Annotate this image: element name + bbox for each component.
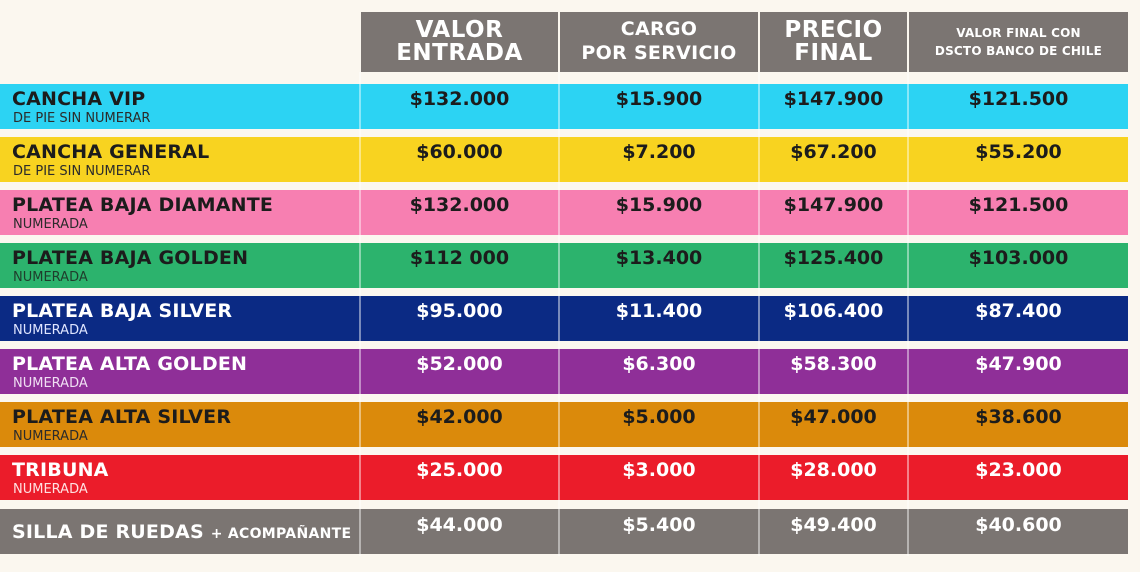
price-dscto: $87.400	[975, 300, 1062, 322]
seat-category-name: TRIBUNA	[12, 459, 109, 481]
seat-category-title: PLATEA ALTA SILVER	[12, 406, 232, 428]
price-dscto: $121.500	[968, 88, 1069, 110]
seat-category-title: PLATEA ALTA GOLDEN	[12, 353, 248, 375]
column-divider	[907, 72, 909, 556]
seat-category-name: PLATEA ALTA SILVER	[12, 406, 231, 428]
table-row: CANCHA GENERAL DE PIE SIN NUMERAR $60.000 $…	[0, 137, 1128, 182]
price-precio: $67.200	[790, 141, 877, 163]
seat-category-title: SILLA DE RUEDAS	[12, 521, 204, 543]
price-cargo: $15.900	[615, 194, 703, 216]
price-dscto: $121.500	[968, 194, 1069, 216]
price-dscto: $47.900	[975, 353, 1062, 375]
price-valor: $95.000	[416, 300, 503, 322]
price-dscto: $40.600	[975, 514, 1062, 536]
table-row: PLATEA ALTA GOLDEN NUMERADA $52.000 $6.300 $…	[0, 349, 1128, 394]
seat-category-cell: PLATEA BAJA GOLDEN NUMERADA	[0, 243, 360, 288]
table-row: PLATEA BAJA SILVER NUMERADA $95.000 $11.400…	[0, 296, 1128, 341]
price-cargo: $15.900	[615, 88, 703, 110]
price-cargo: $11.400	[615, 300, 703, 322]
seat-category-name: PLATEA BAJA GOLDEN	[12, 247, 248, 269]
seat-category-name: SILLA DE RUEDAS + ACOMPAÑANTE	[12, 521, 351, 543]
seat-category-subtitle: NUMERADA	[13, 217, 88, 232]
price-valor: $52.000	[416, 353, 503, 375]
price-valor: $112 000	[409, 247, 510, 269]
seat-category-cell: CANCHA GENERAL DE PIE SIN NUMERAR	[0, 137, 360, 182]
seat-category-extra: + ACOMPAÑANTE	[210, 526, 352, 542]
seat-category-subtitle: DE PIE SIN NUMERAR	[13, 111, 151, 126]
seat-category-title: PLATEA BAJA GOLDEN	[12, 247, 249, 269]
table-row: SILLA DE RUEDAS + ACOMPAÑANTE $44.000 $5.4…	[0, 509, 1128, 554]
column-divider	[758, 72, 760, 556]
price-precio: $49.400	[790, 514, 877, 536]
price-valor: $42.000	[416, 406, 503, 428]
price-cargo: $3.000	[622, 459, 696, 481]
price-valor: $25.000	[416, 459, 503, 481]
seat-category-cell: PLATEA BAJA SILVER NUMERADA	[0, 296, 360, 341]
seat-category-subtitle: NUMERADA	[13, 323, 88, 338]
price-cargo: $5.400	[622, 514, 696, 536]
seat-category-cell: PLATEA ALTA GOLDEN NUMERADA	[0, 349, 360, 394]
price-precio: $125.400	[783, 247, 884, 269]
seat-category-name: PLATEA BAJA DIAMANTE	[12, 194, 273, 216]
header-cargo-servicio: CARGO POR SERVICIO	[560, 12, 758, 72]
price-precio: $147.900	[783, 88, 884, 110]
seat-category-title: CANCHA GENERAL	[12, 141, 210, 163]
seat-category-cell: CANCHA VIP DE PIE SIN NUMERAR	[0, 84, 360, 129]
header-precio-final: PRECIO FINAL	[760, 12, 907, 72]
table-row: PLATEA BAJA DIAMANTE NUMERADA $132.000 $15.…	[0, 190, 1128, 235]
seat-category-subtitle: NUMERADA	[13, 429, 88, 444]
price-precio: $147.900	[783, 194, 884, 216]
seat-category-subtitle: NUMERADA	[13, 376, 88, 391]
seat-category-name: CANCHA VIP	[12, 88, 145, 110]
price-precio: $106.400	[783, 300, 884, 322]
table-row: CANCHA VIP DE PIE SIN NUMERAR $132.000 $15.…	[0, 84, 1128, 129]
table-row: PLATEA ALTA SILVER NUMERADA $42.000 $5.000 $…	[0, 402, 1128, 447]
seat-category-name: CANCHA GENERAL	[12, 141, 209, 163]
price-valor: $44.000	[416, 514, 503, 536]
price-valor: $132.000	[409, 194, 510, 216]
seat-category-subtitle: DE PIE SIN NUMERAR	[13, 164, 151, 179]
seat-category-cell: PLATEA ALTA SILVER NUMERADA	[0, 402, 360, 447]
column-divider	[558, 72, 560, 556]
price-cargo: $13.400	[615, 247, 703, 269]
seat-category-title: PLATEA BAJA SILVER	[12, 300, 233, 322]
price-cargo: $7.200	[622, 141, 696, 163]
price-valor: $60.000	[416, 141, 503, 163]
price-precio: $47.000	[790, 406, 877, 428]
price-dscto: $38.600	[975, 406, 1062, 428]
price-dscto: $55.200	[975, 141, 1062, 163]
column-divider	[359, 72, 361, 556]
table-row: PLATEA BAJA GOLDEN NUMERADA $112 000 $13.40…	[0, 243, 1128, 288]
seat-category-title: PLATEA BAJA DIAMANTE	[12, 194, 274, 216]
price-cargo: $5.000	[622, 406, 696, 428]
seat-category-subtitle: NUMERADA	[13, 482, 88, 497]
header-valor-final-dscto: VALOR FINAL CON DSCTO BANCO DE CHILE	[909, 12, 1128, 72]
price-precio: $28.000	[790, 459, 877, 481]
price-valor: $132.000	[409, 88, 510, 110]
seat-category-cell: SILLA DE RUEDAS + ACOMPAÑANTE	[0, 509, 360, 554]
header-valor-entrada: VALOR ENTRADA	[361, 12, 558, 72]
seat-category-name: PLATEA BAJA SILVER	[12, 300, 232, 322]
price-precio: $58.300	[790, 353, 877, 375]
price-dscto: $103.000	[968, 247, 1069, 269]
price-cargo: $6.300	[622, 353, 696, 375]
seat-category-cell: TRIBUNA NUMERADA	[0, 455, 360, 500]
table-row: TRIBUNA NUMERADA $25.000 $3.000 $28.000 $23.0…	[0, 455, 1128, 500]
seat-category-title: TRIBUNA	[12, 459, 109, 481]
seat-category-cell: PLATEA BAJA DIAMANTE NUMERADA	[0, 190, 360, 235]
seat-category-title: CANCHA VIP	[12, 88, 146, 110]
price-dscto: $23.000	[975, 459, 1062, 481]
seat-category-name: PLATEA ALTA GOLDEN	[12, 353, 247, 375]
seat-category-subtitle: NUMERADA	[13, 270, 88, 285]
